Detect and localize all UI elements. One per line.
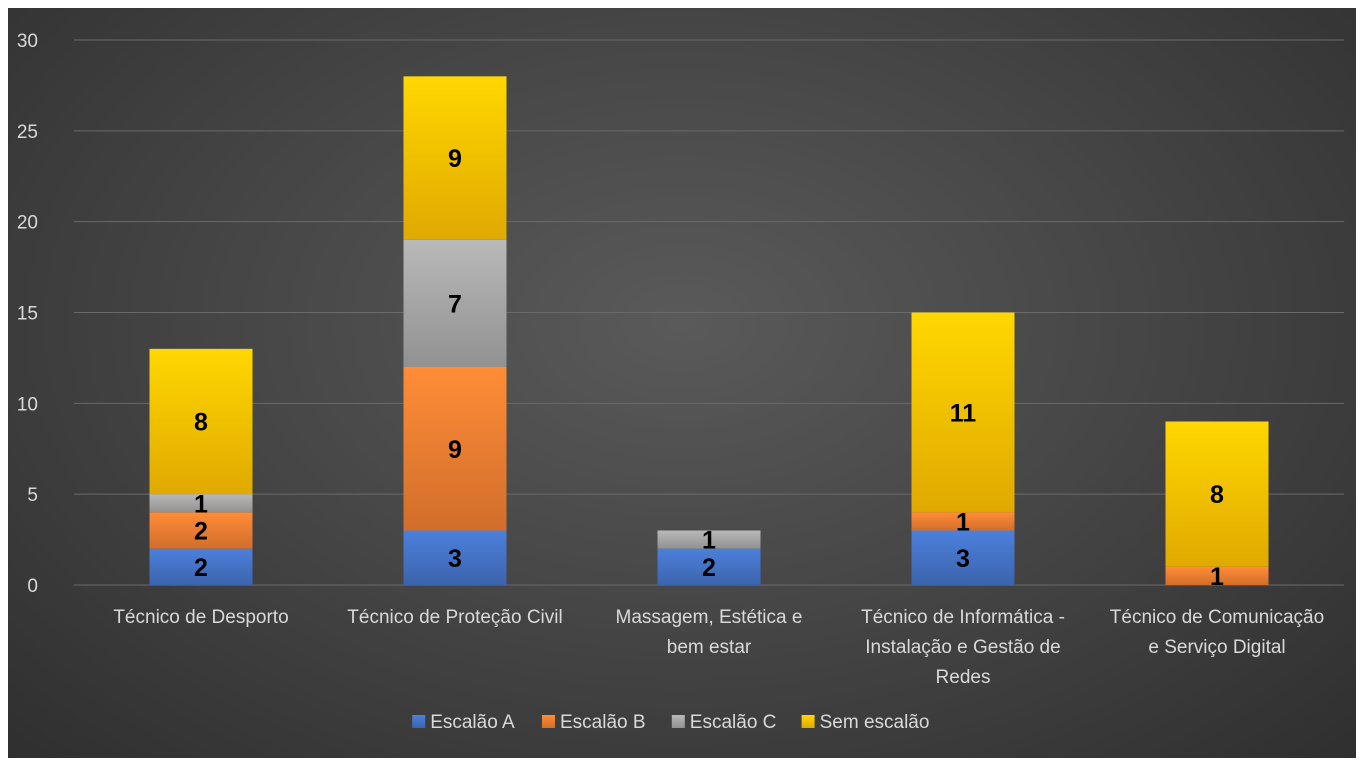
bar-segment-sem-escalão — [403, 76, 507, 240]
data-label: 7 — [448, 290, 462, 318]
bar-segment-escalão-c — [149, 494, 253, 513]
data-label: 2 — [702, 554, 716, 582]
bar-segment-escalão-a — [149, 548, 253, 585]
chart-panel: 0 5 10 15 20 25 30 2 2 1 8 3 9 7 9 2 1 3 1 11 1 8 Técnico de… — [8, 8, 1356, 758]
bar-segment-escalão-b — [911, 512, 1015, 531]
data-label: 2 — [194, 554, 208, 582]
data-label: 9 — [448, 436, 462, 464]
legend-swatch-escalão-a — [412, 715, 426, 728]
y-tick-label: 0 — [27, 576, 38, 597]
y-tick-label: 15 — [17, 304, 38, 325]
y-tick-label: 5 — [27, 485, 38, 506]
legend-label: Escalão A — [430, 712, 515, 733]
category-label: Técnico de Informática -Instalação e Ges… — [861, 607, 1065, 688]
data-label: 8 — [194, 409, 208, 437]
bar-segment-escalão-b — [149, 512, 253, 549]
category-label: Técnico de Comunicação e Serviço Digital — [1110, 607, 1324, 658]
category-label: Técnico de Proteção Civil — [347, 607, 562, 628]
data-label: 9 — [448, 145, 462, 173]
category-label: Técnico de Desporto — [113, 607, 288, 628]
data-label: 1 — [1210, 563, 1224, 591]
bar-segment-escalão-b — [403, 367, 507, 531]
legend-label: Sem escalão — [820, 712, 930, 733]
data-label: 3 — [448, 545, 462, 573]
data-label: 1 — [956, 508, 970, 536]
legend-swatch-escalão-b — [542, 715, 555, 728]
y-tick-label: 30 — [17, 31, 38, 52]
legend-swatch-escalão-c — [671, 715, 685, 728]
bar-segment-sem-escalão — [911, 312, 1015, 513]
gridlines — [74, 39, 1344, 586]
category-label: Massagem, Estética e bem estar — [616, 607, 803, 658]
category-labels: Técnico de Desporto Técnico de Proteção C… — [113, 607, 1324, 688]
legend-swatch-sem-escalão — [801, 715, 815, 728]
bars — [149, 76, 1269, 585]
bar-segment-escalão-c — [403, 239, 507, 367]
bar-segment-escalão-c — [657, 530, 761, 549]
data-label: 2 — [194, 518, 208, 546]
data-label: 3 — [956, 545, 970, 573]
bar-segment-escalão-a — [403, 530, 507, 585]
legend-label: Escalão C — [690, 712, 777, 733]
legend-label: Escalão B — [560, 712, 646, 733]
data-label: 8 — [1210, 481, 1224, 509]
bar-segment-escalão-a — [911, 530, 1015, 585]
y-tick-label: 10 — [17, 394, 38, 415]
y-tick-label: 20 — [17, 213, 38, 234]
y-axis-tick-labels: 0 5 10 15 20 25 30 — [17, 31, 38, 597]
data-label: 1 — [702, 527, 716, 555]
bar-segment-escalão-b — [1165, 566, 1269, 585]
legend: Escalão A Escalão B Escalão C Sem escalão — [412, 712, 929, 733]
data-label: 11 — [950, 399, 977, 427]
y-tick-label: 25 — [17, 122, 38, 143]
bar-segment-sem-escalão — [1165, 421, 1269, 567]
bar-segment-sem-escalão — [149, 348, 253, 495]
data-label: 1 — [194, 490, 208, 518]
bar-segment-escalão-a — [657, 548, 761, 585]
